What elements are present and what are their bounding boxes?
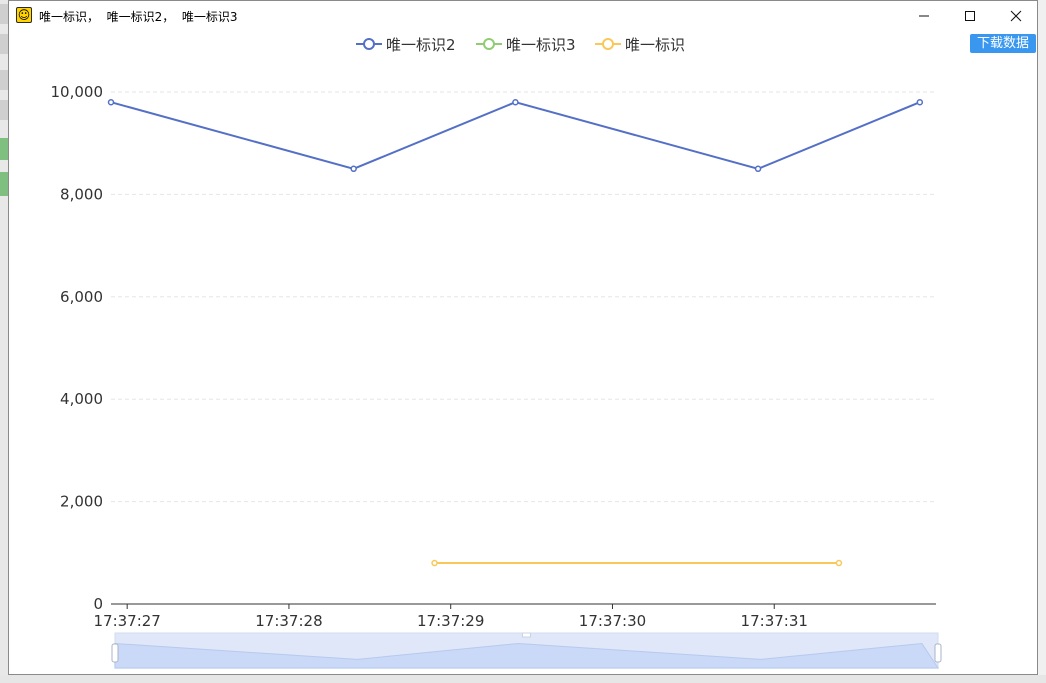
datazoom-handle-right[interactable] <box>934 643 942 663</box>
series-point-0 <box>916 98 924 106</box>
close-icon <box>1010 10 1022 22</box>
y-tick-label: 8,000 <box>60 185 103 203</box>
y-tick-label: 2,000 <box>60 493 103 511</box>
maximize-icon <box>965 11 975 21</box>
chart-legend: 唯一标识2 唯一标识3 唯一标识 <box>9 34 1037 54</box>
datazoom-handle-left[interactable] <box>111 643 119 663</box>
x-tick-label: 17:37:29 <box>417 612 484 630</box>
legend-item-series-2[interactable]: 唯一标识 <box>595 34 685 54</box>
close-button[interactable] <box>993 1 1039 31</box>
x-tick-label: 17:37:27 <box>93 612 160 630</box>
y-tick-label: 0 <box>93 595 103 613</box>
x-tick-label: 17:37:30 <box>579 612 646 630</box>
title-bar[interactable]: ☺ 唯一标识， 唯一标识2， 唯一标识3 <box>9 1 1037 31</box>
window-title: 唯一标识， 唯一标识2， 唯一标识3 <box>39 10 238 24</box>
line-chart: 0 2,000 4,000 6,000 8,000 10,000 17:37:27 17:37… <box>51 83 942 669</box>
y-tick-label: 4,000 <box>60 390 103 408</box>
series-point-2 <box>431 559 438 567</box>
series-point-2 <box>835 559 843 567</box>
series-point-0 <box>107 98 115 106</box>
legend-marker-series-2 <box>595 38 621 50</box>
datazoom-selected-range <box>115 633 938 668</box>
x-tick-label: 17:37:28 <box>255 612 322 630</box>
series-point-0 <box>350 165 357 173</box>
series-point-0 <box>512 98 519 106</box>
datazoom-preview-area <box>114 642 939 669</box>
smiley-icon: ☺ <box>16 7 32 23</box>
legend-item-series-0[interactable]: 唯一标识2 <box>356 34 456 54</box>
chart-window: ☺ 唯一标识， 唯一标识2， 唯一标识3 下载数据 唯一标识2 唯一标识3 <box>8 0 1038 675</box>
legend-label-series-1: 唯一标识3 <box>506 35 576 54</box>
background-app-bottom <box>0 675 1046 683</box>
x-tick-label: 17:37:31 <box>741 612 808 630</box>
download-data-button[interactable]: 下载数据 <box>970 34 1036 53</box>
maximize-button[interactable] <box>947 1 993 31</box>
datazoom-move-handle[interactable] <box>522 632 531 638</box>
background-app-edge <box>0 0 8 683</box>
legend-marker-series-0 <box>356 38 382 50</box>
y-tick-label: 10,000 <box>51 83 104 101</box>
legend-label-series-0: 唯一标识2 <box>386 35 456 54</box>
series-point-0 <box>754 165 762 173</box>
legend-item-series-1[interactable]: 唯一标识3 <box>476 34 576 54</box>
legend-marker-series-1 <box>476 38 502 50</box>
y-tick-label: 6,000 <box>60 288 103 306</box>
minimize-button[interactable] <box>901 1 947 31</box>
minimize-icon <box>919 15 929 17</box>
legend-label-series-2: 唯一标识 <box>625 35 686 54</box>
series-line-0 <box>110 101 921 170</box>
